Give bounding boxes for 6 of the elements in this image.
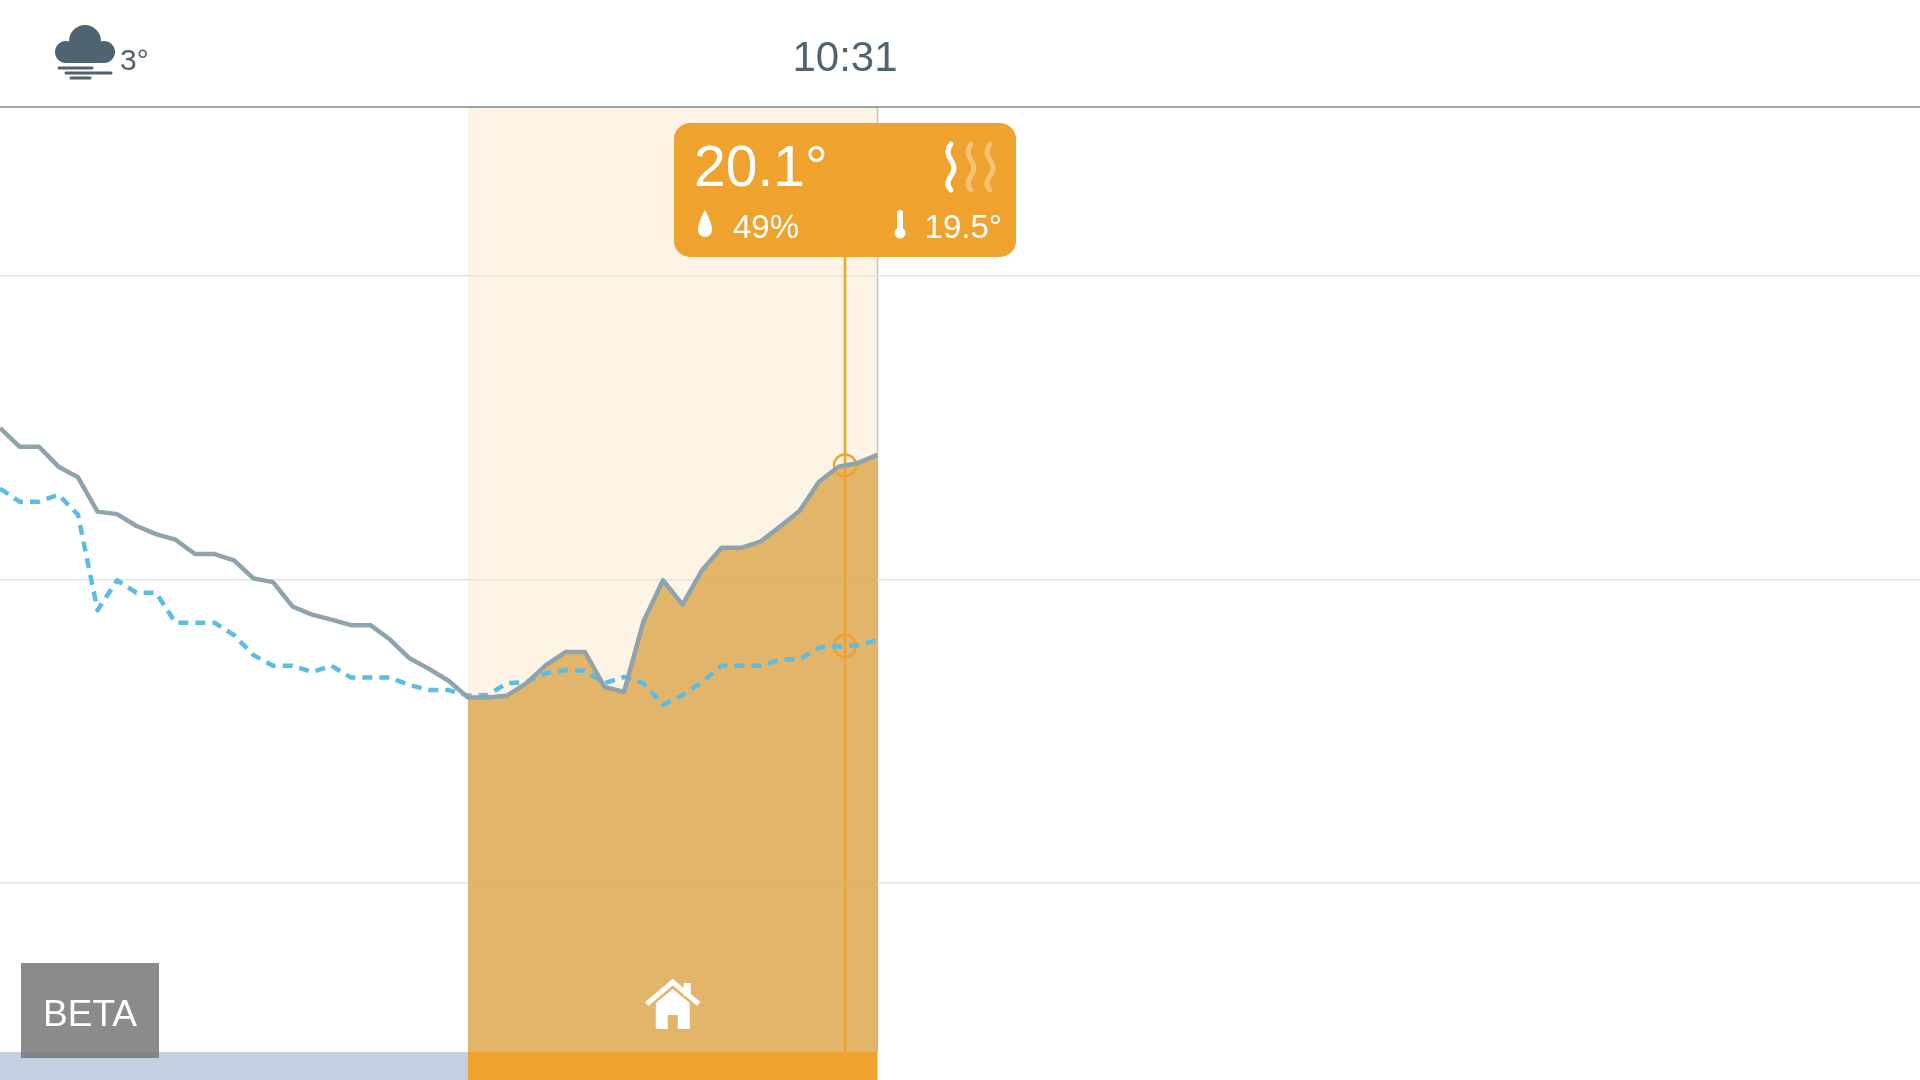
- text: 49%: [733, 208, 800, 245]
- text: 19.5°: [924, 208, 1002, 245]
- text: 20.1°: [694, 134, 828, 198]
- annotation: BETA: [43, 993, 138, 1034]
- chart-title: 10:31: [792, 33, 898, 80]
- text: 3°: [120, 43, 149, 76]
